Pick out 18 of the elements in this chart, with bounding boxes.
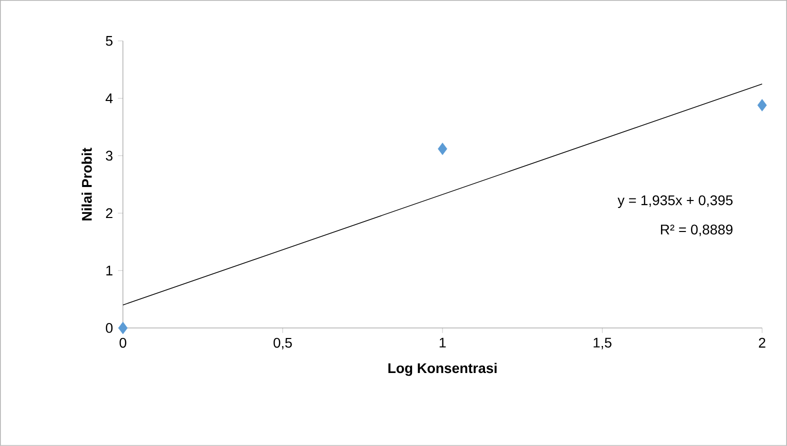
y-tick-label: 0: [106, 323, 113, 333]
x-axis-title: Log Konsentrasi: [388, 362, 497, 376]
y-tick-label: 3: [106, 150, 112, 161]
y-tick-label: 4: [106, 94, 113, 104]
x-tick-label: 0,5: [274, 338, 292, 350]
x-tick-label: 1,5: [594, 338, 612, 350]
y-tick-label: 5: [106, 36, 112, 46]
point: [438, 142, 448, 156]
annotation: y = 1,935x + 0,395: [618, 195, 733, 208]
point: [757, 99, 767, 112]
y-axis-title: Nilai Probit: [82, 148, 92, 220]
x-tick-label: 0: [120, 338, 126, 348]
x-tick-label: 2: [758, 338, 766, 348]
point: [118, 322, 128, 334]
x-tick-label: 1: [440, 338, 446, 348]
annotation: R² = 0,8889: [660, 224, 732, 236]
y-tick-label: 2: [106, 208, 112, 218]
y-tick-label: 1: [106, 266, 112, 276]
